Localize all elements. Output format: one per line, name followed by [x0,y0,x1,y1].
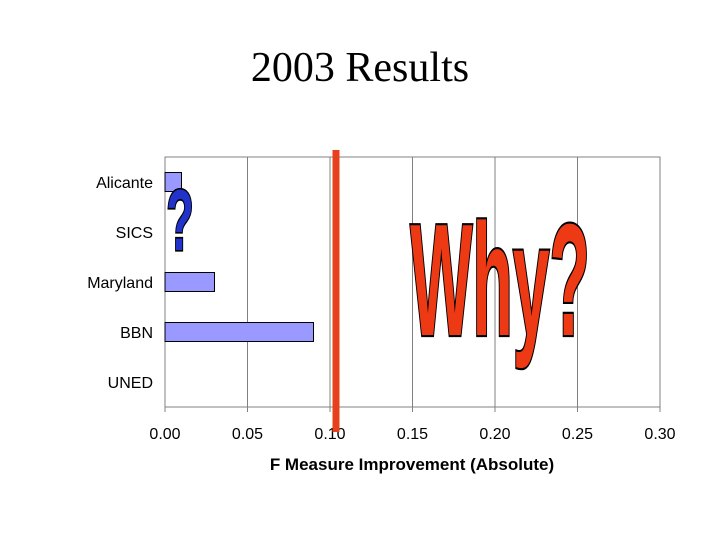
category-label: UNED [108,375,153,392]
x-tick-labels: 0.00 0.05 0.10 0.15 0.20 0.25 0.30 [149,407,676,443]
x-axis-title: F Measure Improvement (Absolute) [270,455,554,474]
category-labels: Alicante SICS Maryland BBN UNED [87,175,153,392]
category-label: Alicante [96,175,153,192]
x-tick-label: 0.30 [644,426,675,443]
category-label: Maryland [87,275,153,292]
slide-title: 2003 Results [250,45,470,91]
category-label: BBN [120,325,153,342]
bar-maryland [164,272,215,292]
x-tick-label: 0.00 [149,426,180,443]
x-tick-label: 0.15 [397,426,428,443]
category-label: SICS [116,225,153,242]
x-tick-label: 0.10 [314,426,345,443]
bar-bbn [164,322,314,342]
bar-alicante [164,172,182,192]
x-tick-label: 0.25 [562,426,593,443]
x-tick-label: 0.20 [479,426,510,443]
x-tick-label: 0.05 [232,426,263,443]
question-mark-annotation: ? [166,172,193,269]
bars [164,172,314,342]
why-annotation: Why? [410,191,590,369]
